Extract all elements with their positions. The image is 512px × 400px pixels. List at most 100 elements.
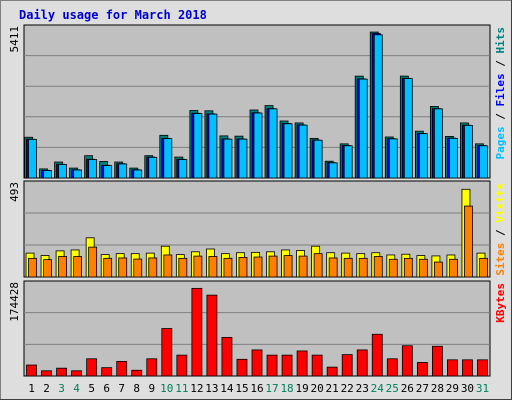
bar-kbytes xyxy=(86,358,98,377)
bar-sites xyxy=(193,255,203,278)
x-tick-label: 5 xyxy=(88,382,95,395)
bar-hits xyxy=(73,169,83,179)
bar-kbytes xyxy=(311,354,323,377)
legend-item-hits: Hits xyxy=(494,27,507,54)
bar-sites xyxy=(43,259,52,278)
bar-kbytes xyxy=(146,358,158,377)
x-axis-labels: 1 2 3 4 5 6 7 8 9 10 11 12 13 14 15 16 17 18 19 20 21 22 23 24 2… xyxy=(28,382,489,395)
bar-sites xyxy=(133,258,143,278)
legend-separator: / xyxy=(494,223,507,243)
x-tick-label: 28 xyxy=(431,382,444,395)
bar-hits xyxy=(208,113,218,179)
x-tick-label: 19 xyxy=(295,382,308,395)
bar-sites xyxy=(313,253,323,278)
bar-hits xyxy=(388,138,398,179)
bar-sites xyxy=(343,257,353,278)
bar-hits xyxy=(118,163,128,179)
bar-hits xyxy=(163,138,173,179)
x-tick-label: 18 xyxy=(280,382,293,395)
bar-kbytes xyxy=(341,354,353,377)
bar-kbytes xyxy=(236,358,248,377)
bar-sites xyxy=(373,256,383,278)
bar-kbytes xyxy=(56,367,67,377)
x-tick-label: 4 xyxy=(73,382,80,395)
chart-title: Daily usage for March 2018 xyxy=(19,8,207,22)
panel-hits-files-pages: 5411 Pages / Files / Hits xyxy=(8,24,507,179)
bar-hits xyxy=(58,164,67,179)
x-tick-label: 17 xyxy=(265,382,278,395)
x-tick-label: 6 xyxy=(103,382,110,395)
x-tick-label: 15 xyxy=(235,382,248,395)
x-tick-label: 24 xyxy=(371,382,385,395)
panel-kbytes: 174428 KBytes xyxy=(8,280,507,377)
bar-kbytes xyxy=(71,370,83,377)
bar-kbytes xyxy=(161,328,173,377)
bar-kbytes xyxy=(26,364,37,377)
bar-hits xyxy=(43,170,52,179)
bar-kbytes xyxy=(431,345,443,377)
bar-sites xyxy=(223,257,233,278)
bar-hits xyxy=(223,138,233,179)
bar-hits xyxy=(148,156,158,179)
legend-hits-files-pages: Pages / Files / Hits xyxy=(494,27,507,160)
x-tick-label: 13 xyxy=(205,382,218,395)
bar-kbytes xyxy=(221,336,233,377)
bar-hits xyxy=(313,139,323,179)
bar-kbytes xyxy=(296,350,308,377)
bar-kbytes xyxy=(416,362,428,377)
bar-sites xyxy=(328,257,338,278)
bar-hits xyxy=(193,113,203,179)
bar-sites xyxy=(103,257,113,278)
bar-hits xyxy=(479,145,488,179)
x-tick-label: 23 xyxy=(356,382,369,395)
bar-kbytes xyxy=(131,369,143,377)
x-tick-label: 16 xyxy=(250,382,263,395)
bar-sites xyxy=(88,246,98,278)
bar-kbytes xyxy=(116,360,128,377)
bar-hits xyxy=(298,124,308,179)
x-tick-label: 25 xyxy=(386,382,399,395)
legend-item-visits: Visits xyxy=(494,183,507,223)
bar-sites xyxy=(73,256,83,278)
bar-hits xyxy=(103,165,113,179)
x-tick-label: 3 xyxy=(58,382,65,395)
bar-sites xyxy=(464,205,473,278)
bar-kbytes xyxy=(447,359,458,377)
bar-sites xyxy=(208,256,218,278)
x-tick-label: 7 xyxy=(118,382,125,395)
bar-kbytes xyxy=(386,358,398,377)
bar-hits xyxy=(88,159,98,179)
bar-sites xyxy=(163,254,173,278)
bar-hits xyxy=(28,139,37,179)
bar-kbytes xyxy=(326,366,338,377)
bar-hits xyxy=(238,138,248,179)
x-tick-label: 21 xyxy=(326,382,339,395)
bar-hits xyxy=(403,78,413,179)
bar-kbytes xyxy=(477,359,488,377)
y-max-label: 493 xyxy=(8,182,21,202)
x-tick-label: 11 xyxy=(175,382,188,395)
bar-kbytes xyxy=(266,354,278,377)
bar-kbytes xyxy=(41,370,52,377)
bar-sites xyxy=(253,256,263,278)
bar-hits xyxy=(418,133,428,179)
legend-separator: / xyxy=(494,54,507,74)
legend-kbytes: KBytes xyxy=(494,283,507,323)
x-tick-label: 12 xyxy=(190,382,203,395)
bar-hits xyxy=(133,169,143,179)
x-tick-label: 26 xyxy=(401,382,414,395)
bar-kbytes xyxy=(251,349,263,377)
bar-sites xyxy=(148,257,158,278)
bar-sites xyxy=(358,257,368,278)
bar-sites xyxy=(298,255,308,278)
bar-sites xyxy=(449,258,458,278)
bar-hits xyxy=(328,162,338,179)
legend-item-sites: Sites xyxy=(494,243,507,276)
y-max-label: 174428 xyxy=(8,282,21,322)
legend-item-pages: Pages xyxy=(494,126,507,159)
bar-hits xyxy=(464,125,473,179)
bar-sites xyxy=(388,258,398,278)
legend-item-kbytes: KBytes xyxy=(494,283,507,323)
bar-hits xyxy=(178,159,188,179)
x-tick-label: 9 xyxy=(148,382,155,395)
